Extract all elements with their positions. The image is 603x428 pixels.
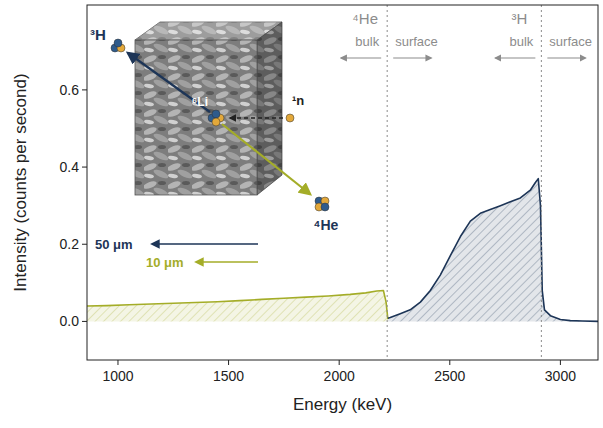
particle-label: ⁴He	[314, 217, 339, 233]
y-tick	[82, 321, 87, 322]
particle-label: ¹n	[292, 93, 304, 108]
region-side-label: bulk	[355, 34, 379, 49]
series-line	[388, 179, 598, 322]
x-tick-label: 1500	[213, 368, 244, 384]
x-tick-label: 2000	[324, 368, 355, 384]
region-label: ³H	[511, 10, 527, 27]
region-arrow	[547, 57, 585, 58]
chart: ⁴He bulk surface ³H bulk surface 1000 1500 2000 2…	[0, 0, 603, 428]
x-axis-title: Energy (keV)	[293, 395, 392, 414]
nucleon	[212, 110, 220, 118]
plot-frame	[87, 5, 598, 360]
region-arrow	[341, 57, 381, 58]
y-tick	[82, 244, 87, 245]
x-tick-label: 1000	[102, 368, 133, 384]
range-arrow	[152, 243, 258, 245]
atom	[208, 110, 224, 126]
inset: ³H ⁶Li ¹n ⁴He 50 μm 10 μm	[90, 22, 339, 270]
region-side-label: surface	[395, 34, 438, 49]
nucleon	[321, 203, 329, 211]
area-fill	[388, 179, 598, 322]
x-tick-label: 3000	[545, 368, 576, 384]
x-tick	[449, 360, 450, 365]
region-side-label: bulk	[510, 34, 534, 49]
y-tick-label: 0.6	[60, 82, 80, 98]
range-label: 10 μm	[146, 255, 184, 270]
x-tick-label: 2500	[434, 368, 465, 384]
y-tick-label: 0.4	[60, 159, 80, 175]
region-boundary	[387, 5, 388, 360]
region-label: ⁴He	[352, 10, 378, 27]
region-boundary	[541, 5, 542, 360]
cube-top	[135, 22, 282, 40]
particle-label: ³H	[90, 26, 106, 43]
y-tick	[82, 167, 87, 168]
y-axis-title: Intensity (counts per second)	[11, 73, 30, 291]
region-side-label: surface	[549, 34, 592, 49]
atom	[111, 39, 125, 52]
neutron-arrow	[230, 117, 283, 118]
x-tick	[339, 360, 340, 365]
cube-top-light	[135, 22, 282, 40]
particle-label: ⁶Li	[192, 95, 208, 109]
x-tick	[228, 360, 229, 365]
atom	[286, 114, 294, 122]
alpha-arrow	[222, 124, 310, 194]
region-arrow	[393, 57, 431, 58]
y-tick-label: 0.0	[60, 313, 80, 329]
plot-background	[87, 5, 598, 360]
triton-arrow	[128, 53, 210, 112]
x-tick	[117, 360, 118, 365]
series-line	[87, 291, 388, 320]
nucleon	[212, 118, 220, 126]
nucleon	[286, 114, 294, 122]
y-tick	[82, 89, 87, 90]
range-arrow	[196, 261, 258, 263]
x-tick	[560, 360, 561, 365]
nucleon	[114, 39, 122, 47]
region-arrow	[495, 57, 535, 58]
range-label: 50 μm	[95, 237, 133, 252]
area-fill	[87, 291, 388, 322]
y-tick-label: 0.2	[60, 236, 80, 252]
data-group	[87, 179, 598, 322]
atom	[315, 197, 329, 211]
